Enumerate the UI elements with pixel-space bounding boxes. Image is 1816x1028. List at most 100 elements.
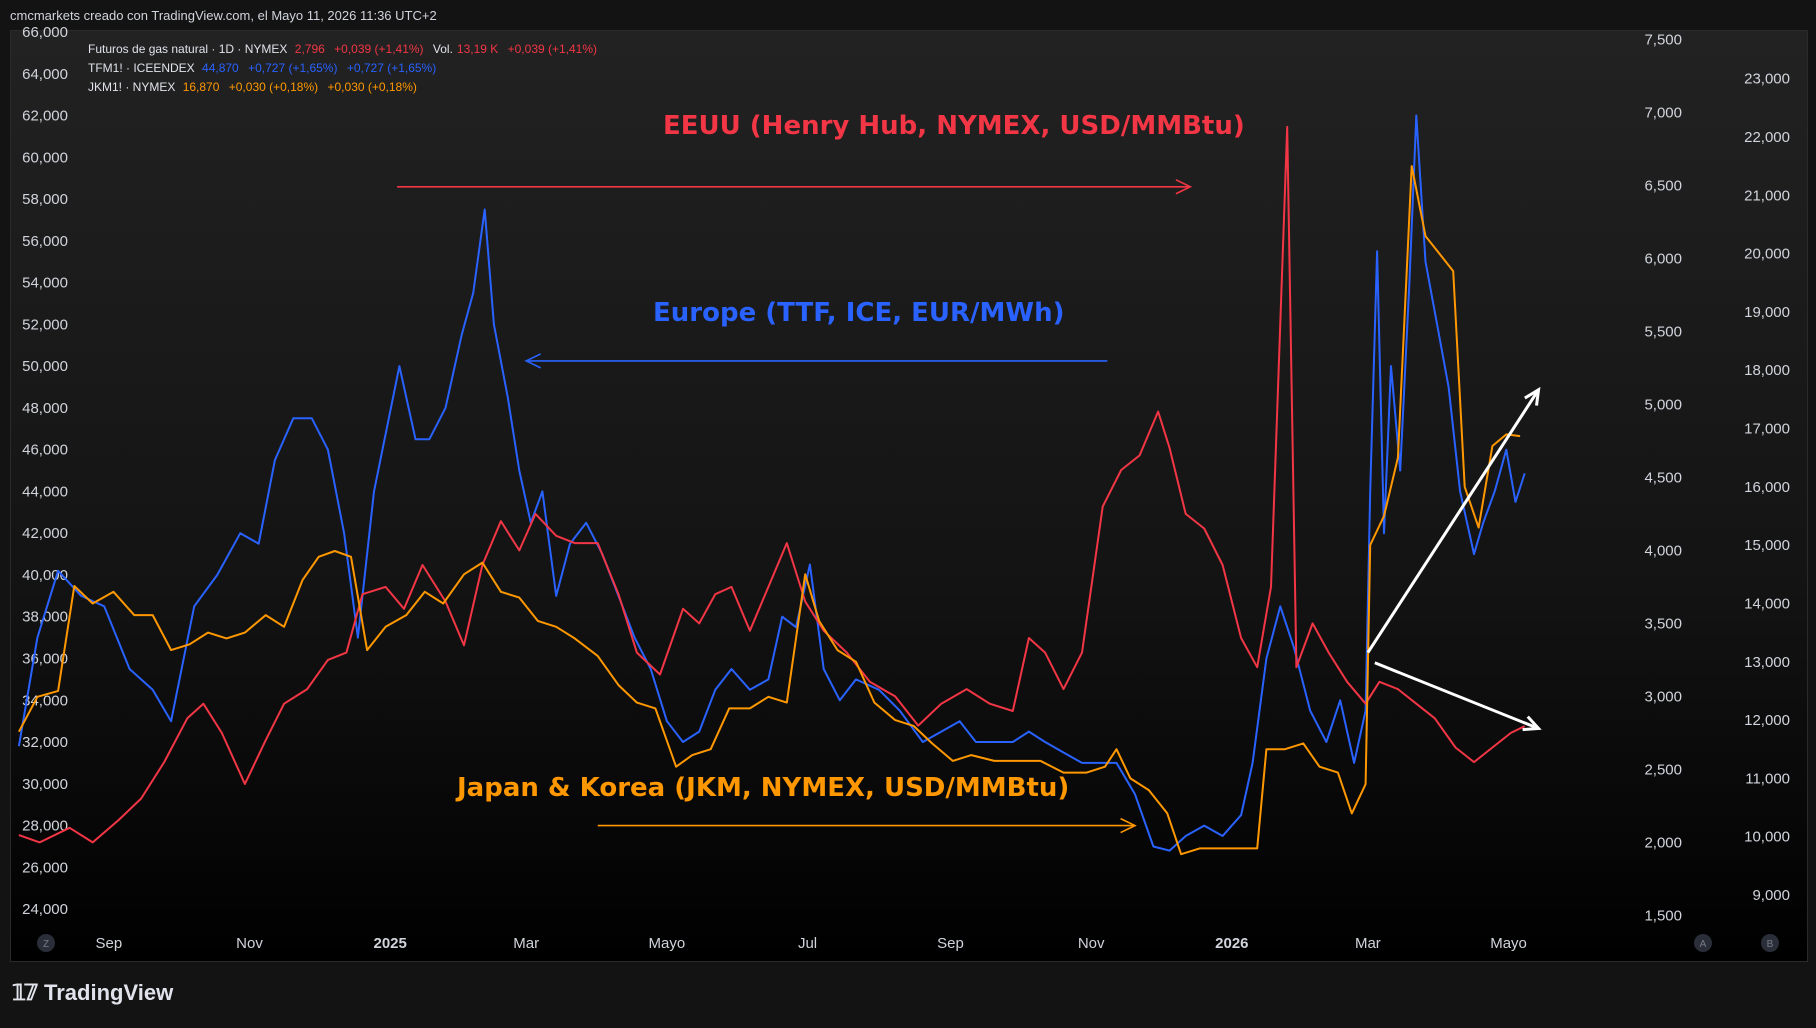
right-axis-tick-label: 11,000 <box>1745 770 1790 787</box>
europe-annotation-arrow[interactable] <box>524 353 1108 369</box>
trend-arrow-up[interactable] <box>1366 386 1541 654</box>
asia-annotation-label: Japan & Korea (JKM, NYMEX, USD/MMBtu) <box>455 773 1069 803</box>
mid-axis-tick-label: 2,500 <box>1644 761 1682 778</box>
legend-price: 2,796 <box>294 42 325 56</box>
time-axis-tick-label: Mar <box>513 935 539 952</box>
left-axis-tick-label: 26,000 <box>22 859 68 876</box>
right-axis-tick-label: 20,000 <box>1744 246 1790 263</box>
legend-name: TFM1! · ICEENDEX <box>88 61 195 75</box>
asia-annotation-arrow[interactable] <box>597 817 1137 834</box>
right-axis-tick-label: 15,000 <box>1744 537 1790 554</box>
left-axis-tick-label: 66,000 <box>22 24 68 41</box>
time-axis-tick-label: Jul <box>798 935 817 952</box>
legend-extra-change: +0,727 (+1,65%) <box>346 61 437 75</box>
left-axis-tick-label: 40,000 <box>22 567 68 584</box>
mid-axis-tick-label: 5,500 <box>1644 323 1682 340</box>
us-annotation-label: EEUU (Henry Hub, NYMEX, USD/MMBtu) <box>663 111 1245 141</box>
time-axis-tick-label: Sep <box>937 935 964 952</box>
mid-axis-tick-label: 5,000 <box>1644 396 1682 413</box>
right-axis-tick-label: 12,000 <box>1744 712 1790 729</box>
right-axis-tick-label: 10,000 <box>1744 829 1790 846</box>
mid-axis-tick-label: 7,000 <box>1644 104 1682 121</box>
left-axis-tick-label: 56,000 <box>22 233 68 250</box>
scale-mode-button-label: B <box>1767 939 1774 950</box>
tradingview-logo-icon: 𝟙𝟟 <box>12 980 38 1005</box>
time-axis-tick-label: Nov <box>1078 935 1105 952</box>
right-axis-tick-label: 16,000 <box>1744 479 1790 496</box>
legend-extra-change: +0,030 (+0,18%) <box>327 80 417 94</box>
europe-price-line[interactable] <box>17 114 1526 852</box>
right-axis-tick-label: 19,000 <box>1744 304 1790 321</box>
legend-price: 44,870 <box>202 61 239 75</box>
trend-arrow-down[interactable] <box>1374 661 1542 732</box>
right-axis-tick-label: 23,000 <box>1744 71 1790 88</box>
asia-price-line[interactable] <box>18 165 1521 856</box>
mid-axis-tick-label: 4,000 <box>1644 542 1682 559</box>
right-price-axis: 9,000 10,000 11,000 12,000 13,000 14,000 15,00… <box>1744 71 1790 904</box>
us-annotation-arrow[interactable] <box>397 179 1193 195</box>
left-axis-tick-label: 24,000 <box>22 901 68 918</box>
right-axis-tick-label: 22,000 <box>1744 129 1790 146</box>
mid-axis-tick-label: 2,000 <box>1644 834 1682 851</box>
mid-axis-tick-label: 3,000 <box>1644 688 1682 705</box>
left-axis-tick-label: 62,000 <box>22 108 68 125</box>
time-axis-tick-label: Mayo <box>1490 935 1527 952</box>
scroll-left-button[interactable]: Z <box>37 934 55 952</box>
time-axis: Sep Nov 2025 Mar Mayo Jul Sep Nov 2026 Mar Mayo <box>95 935 1526 952</box>
us-price-line[interactable] <box>18 125 1526 844</box>
middle-price-axis: 1,500 2,000 2,500 3,000 3,500 4,000 4,500 5,000… <box>1644 31 1682 924</box>
chart-attribution: cmcmarkets creado con TradingView.com, e… <box>10 8 437 23</box>
mid-axis-tick-label: 4,500 <box>1644 469 1682 486</box>
series-layer <box>17 114 1526 856</box>
left-axis-tick-label: 42,000 <box>22 525 68 542</box>
legend-name: JKM1! · NYMEX <box>88 80 176 94</box>
left-price-axis: 24,00026,00028,00030,00032,00034,00036,0… <box>22 24 68 918</box>
legend-name: Futuros de gas natural · 1D · NYMEX <box>88 42 288 56</box>
mid-axis-tick-label: 1,500 <box>1644 907 1682 924</box>
time-axis-tick-label: Sep <box>95 935 122 952</box>
right-axis-tick-label: 18,000 <box>1744 362 1790 379</box>
left-axis-tick-label: 50,000 <box>22 358 68 375</box>
chart-panel[interactable] <box>10 30 1808 962</box>
left-axis-tick-label: 38,000 <box>22 609 68 626</box>
scroll-left-button-label: Z <box>43 939 49 950</box>
left-axis-tick-label: 30,000 <box>22 776 68 793</box>
right-axis-tick-label: 17,000 <box>1744 421 1790 438</box>
left-axis-tick-label: 54,000 <box>22 275 68 292</box>
left-axis-tick-label: 48,000 <box>22 400 68 417</box>
auto-scale-button[interactable]: A <box>1694 934 1712 952</box>
mid-axis-tick-label: 3,500 <box>1644 615 1682 632</box>
right-axis-tick-label: 13,000 <box>1744 654 1790 671</box>
auto-scale-button-label: A <box>1700 939 1707 950</box>
legend-change: +0,039 (+1,41%) <box>334 42 424 56</box>
scale-mode-button[interactable]: B <box>1761 934 1779 952</box>
time-axis-tick-label: Nov <box>236 935 263 952</box>
tradingview-logo[interactable]: 𝟙𝟟 TradingView <box>12 980 173 1006</box>
left-axis-tick-label: 58,000 <box>22 191 68 208</box>
legend-extra-change: +0,039 (+1,41%) <box>507 42 598 56</box>
mid-axis-tick-label: 6,000 <box>1644 250 1682 267</box>
right-axis-tick-label: 14,000 <box>1744 595 1790 612</box>
time-axis-tick-label: Mayo <box>649 935 686 952</box>
legend-change: +0,030 (+0,18%) <box>228 80 319 94</box>
legend-row-us[interactable]: Futuros de gas natural · 1D · NYMEX 2,79… <box>88 40 603 59</box>
left-axis-tick-label: 28,000 <box>22 818 68 835</box>
time-axis-tick-label: 2026 <box>1215 935 1248 952</box>
tradingview-brand-text: TradingView <box>44 980 174 1005</box>
left-axis-tick-label: 46,000 <box>22 442 68 459</box>
left-axis-tick-label: 60,000 <box>22 149 68 166</box>
legend-row-europe[interactable]: TFM1! · ICEENDEX 44,870 +0,727 (+1,65%) … <box>88 59 603 78</box>
right-axis-tick-label: 21,000 <box>1744 187 1790 204</box>
time-axis-tick-label: 2025 <box>373 935 406 952</box>
mid-axis-tick-label: 6,500 <box>1644 177 1682 194</box>
legend-price: 16,870 <box>182 80 220 94</box>
europe-annotation-label: Europe (TTF, ICE, EUR/MWh) <box>653 298 1065 328</box>
legend-change: +0,727 (+1,65%) <box>248 61 338 75</box>
left-axis-tick-label: 64,000 <box>22 66 68 83</box>
right-axis-tick-label: 9,000 <box>1752 887 1790 904</box>
chart-legend: Futuros de gas natural · 1D · NYMEX 2,79… <box>88 40 603 97</box>
mid-axis-tick-label: 7,500 <box>1644 31 1682 48</box>
legend-row-asia[interactable]: JKM1! · NYMEX 16,870 +0,030 (+0,18%) +0,… <box>88 78 603 97</box>
time-axis-tick-label: Mar <box>1355 935 1381 952</box>
